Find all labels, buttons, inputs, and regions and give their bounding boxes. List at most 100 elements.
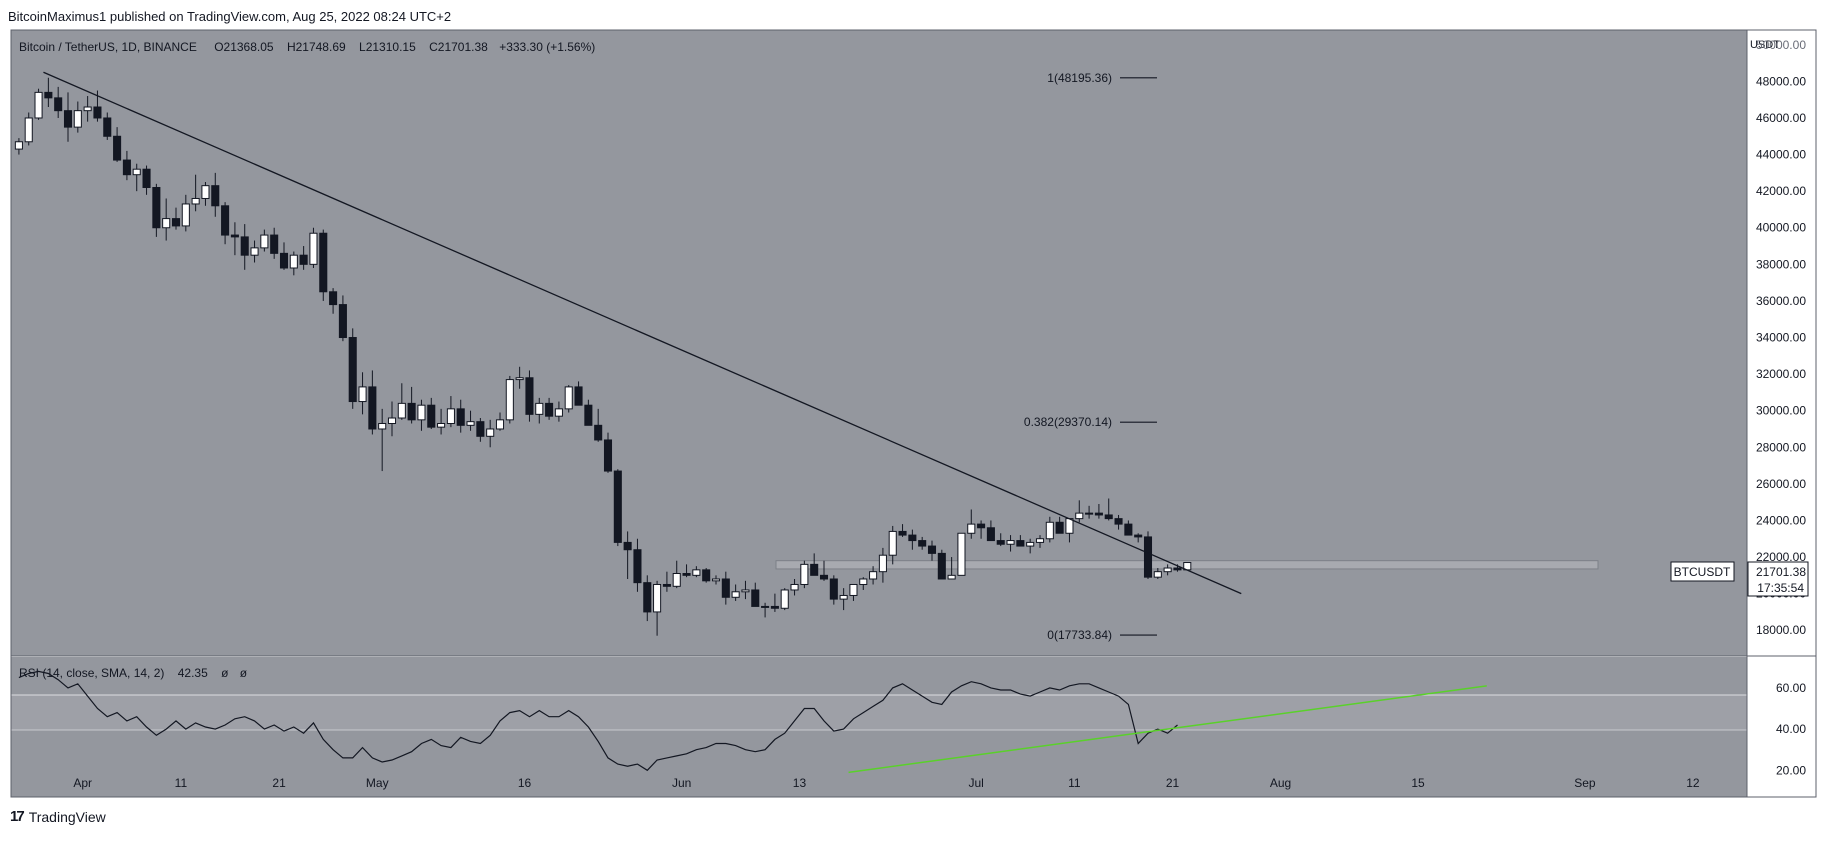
candle-body[interactable] <box>702 569 711 582</box>
candle-body[interactable] <box>584 404 593 426</box>
candle-body[interactable] <box>947 574 956 580</box>
descending-trendline[interactable] <box>43 71 1242 595</box>
candle-body[interactable] <box>338 304 347 339</box>
candle-body[interactable] <box>986 527 995 542</box>
candle-body[interactable] <box>103 117 112 137</box>
candle-body[interactable] <box>387 417 397 424</box>
candle-body[interactable] <box>1094 512 1103 516</box>
candle-body[interactable] <box>1163 567 1172 573</box>
candle-body[interactable] <box>240 236 249 256</box>
candle-body[interactable] <box>1006 540 1015 545</box>
candle-body[interactable] <box>711 578 721 582</box>
candle-body[interactable] <box>1026 541 1035 547</box>
candle-body[interactable] <box>486 428 495 437</box>
candle-body[interactable] <box>780 589 789 609</box>
candle-body[interactable] <box>221 205 230 236</box>
candle-body[interactable] <box>83 106 92 112</box>
candle-body[interactable] <box>466 421 475 426</box>
candle-body[interactable] <box>407 402 416 421</box>
candle-body[interactable] <box>819 574 829 580</box>
candle-body[interactable] <box>1035 538 1045 543</box>
candle-body[interactable] <box>427 404 436 428</box>
candle-body[interactable] <box>633 549 642 584</box>
candle-body[interactable] <box>181 203 190 227</box>
candle-body[interactable] <box>132 168 141 176</box>
rsi-support-segment[interactable] <box>848 685 1487 774</box>
candle-body[interactable] <box>594 424 603 441</box>
fib-retracement[interactable]: 1(48195.36) 0.382(29370.14) 0(17733.84) <box>1024 71 1157 642</box>
candle-body[interactable] <box>721 578 730 598</box>
candle-body[interactable] <box>289 254 298 269</box>
candle-body[interactable] <box>564 386 573 410</box>
candle-body[interactable] <box>24 117 33 143</box>
candle-body[interactable] <box>810 563 819 576</box>
candle-body[interactable] <box>1114 518 1123 525</box>
candle-body[interactable] <box>1085 512 1094 515</box>
candle-body[interactable] <box>397 402 406 419</box>
candle-body[interactable] <box>888 530 897 556</box>
candle-body[interactable] <box>54 97 63 112</box>
candle-body[interactable] <box>211 185 220 207</box>
candle-body[interactable] <box>918 540 927 547</box>
candle-body[interactable] <box>250 247 259 256</box>
candle-body[interactable] <box>162 218 171 229</box>
trendline-segment[interactable] <box>43 71 1242 595</box>
rsi-series[interactable] <box>18 670 1178 772</box>
candle-body[interactable] <box>191 197 200 205</box>
tradingview-logo[interactable]: 17 TradingView <box>10 808 106 825</box>
candle-body[interactable] <box>554 408 563 417</box>
candle-body[interactable] <box>613 470 622 543</box>
candle-body[interactable] <box>1153 571 1162 578</box>
candle-body[interactable] <box>1016 540 1025 547</box>
price-axis-ticks[interactable]: 50000.00 48000.00 46000.00 44000.00 42000.00… <box>1756 38 1806 637</box>
candle-body[interactable] <box>358 386 367 403</box>
candle-body[interactable] <box>692 569 701 576</box>
candle-body[interactable] <box>279 252 289 269</box>
candle-body[interactable] <box>682 573 691 576</box>
candle-body[interactable] <box>260 234 269 249</box>
candle-body[interactable] <box>142 168 151 189</box>
candle-body[interactable] <box>122 159 131 176</box>
candle-body[interactable] <box>672 573 681 587</box>
candle-body[interactable] <box>456 408 465 426</box>
candle-body[interactable] <box>329 291 338 306</box>
candle-body[interactable] <box>378 422 387 430</box>
candle-body[interactable] <box>476 421 485 437</box>
candle-body[interactable] <box>270 234 279 254</box>
candle-body[interactable] <box>849 583 858 596</box>
candle-body[interactable] <box>1134 534 1143 538</box>
candle-body[interactable] <box>73 110 82 128</box>
candle-body[interactable] <box>653 583 662 613</box>
candle-body[interactable] <box>662 583 671 587</box>
candle-body[interactable] <box>1104 514 1113 520</box>
candle-body[interactable] <box>368 386 377 430</box>
candle-body[interactable] <box>957 532 966 576</box>
candle-body[interactable] <box>898 530 907 536</box>
candle-body[interactable] <box>525 377 534 415</box>
candle-body[interactable] <box>937 552 946 580</box>
candle-body[interactable] <box>34 91 43 119</box>
candle-body[interactable] <box>1143 536 1153 578</box>
candle-body[interactable] <box>751 589 760 607</box>
candle-body[interactable] <box>977 523 986 529</box>
candle-body[interactable] <box>643 582 652 613</box>
candle-body[interactable] <box>839 594 848 600</box>
candle-body[interactable] <box>437 422 446 428</box>
candle-body[interactable] <box>348 337 357 403</box>
candle-body[interactable] <box>829 578 838 600</box>
candle-body[interactable] <box>927 545 937 554</box>
candle-body[interactable] <box>859 578 868 585</box>
candle-body[interactable] <box>14 141 23 150</box>
candle-body[interactable] <box>1045 521 1054 540</box>
candle-body[interactable] <box>731 591 740 598</box>
candle-body[interactable] <box>623 541 632 551</box>
candle-body[interactable] <box>152 187 161 229</box>
candle-body[interactable] <box>113 135 122 161</box>
candle-body[interactable] <box>63 110 73 128</box>
candle-body[interactable] <box>603 439 613 472</box>
candle-body[interactable] <box>878 554 887 573</box>
candle-body[interactable] <box>761 605 770 608</box>
candle-body[interactable] <box>967 523 976 534</box>
